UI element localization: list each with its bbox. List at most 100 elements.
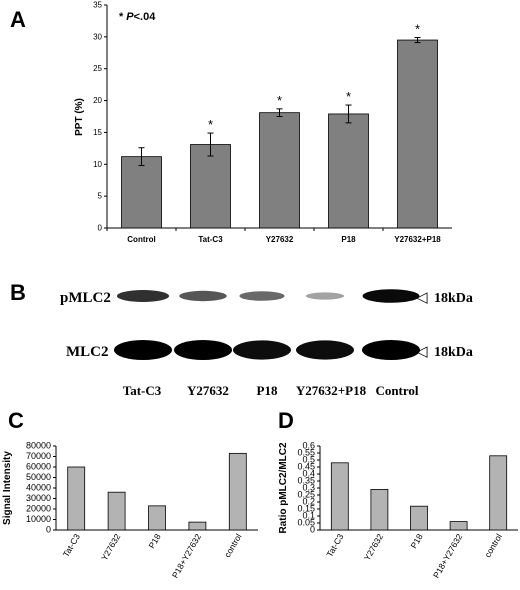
bar — [188, 521, 207, 531]
chart-a-annotation: * P<.04 — [119, 11, 156, 23]
y-tick-label: 0.6 — [302, 441, 315, 451]
blot-band-mlc2 — [362, 340, 420, 360]
blot-band-pmlc2 — [179, 290, 227, 302]
bar — [121, 156, 162, 229]
x-tick-label: P18+Y27632 — [170, 532, 203, 580]
x-tick-label: P18 — [341, 235, 356, 244]
chart-a-annotation-p: P — [126, 11, 134, 23]
y-tick-label: 0 — [98, 224, 103, 233]
x-tick-label: control — [222, 532, 243, 559]
y-tick-label: 10000 — [26, 514, 51, 524]
chart-a-annotation-rest: <.04 — [134, 11, 157, 23]
y-tick-label: 30 — [93, 32, 102, 41]
blot-row-label-pmlc2: pMLC2 — [60, 290, 111, 306]
panel-label-d: D — [278, 408, 294, 433]
y-tick-label: 15 — [93, 128, 102, 137]
bar — [410, 505, 428, 531]
y-tick-label: 0 — [46, 525, 51, 535]
bar — [259, 112, 300, 229]
blot-band-mlc2 — [296, 340, 354, 360]
x-tick-label: Y27632 — [266, 235, 294, 244]
x-tick-label: Y27632 — [362, 532, 385, 563]
marker-arrow-icon: ◁ — [416, 343, 428, 360]
blot-row-label-mlc2: MLC2 — [66, 344, 109, 360]
bar — [397, 39, 438, 229]
x-tick-label: Control — [127, 235, 155, 244]
y-tick-label: 70000 — [26, 451, 51, 461]
chart-c-signal-intensity: Signal Intensity 01000020000300004000050… — [2, 441, 258, 580]
blot-band-pmlc2 — [116, 290, 170, 302]
y-tick-label: 20000 — [26, 504, 51, 514]
x-tick-label: Y27632 — [99, 532, 122, 563]
bar — [228, 452, 247, 531]
x-tick-label: Y27632+P18 — [394, 235, 441, 244]
chart-a-ppt: * P<.04 PPT (%) 05101520253035Control*Tat… — [74, 1, 452, 244]
marker-arrow-icon: ◁ — [416, 289, 428, 306]
blot-band-pmlc2 — [239, 291, 285, 301]
blot-lane-label: Control — [375, 383, 418, 398]
bar — [449, 521, 468, 531]
x-tick-label: Tat-C3 — [198, 235, 223, 244]
blot-marker-1: 18kDa — [434, 291, 473, 306]
blot-band-mlc2 — [233, 340, 291, 360]
significance-marker: * — [277, 93, 282, 108]
y-tick-label: 80000 — [26, 441, 51, 451]
y-tick-label: 5 — [98, 192, 103, 201]
bar — [67, 466, 86, 531]
y-tick-label: 10 — [93, 160, 102, 169]
blot-band-pmlc2 — [305, 292, 345, 300]
y-tick-label: 0.5 — [302, 455, 315, 465]
y-tick-label: 0.2 — [302, 497, 315, 507]
y-tick-label: 0.15 — [297, 504, 315, 514]
y-tick-label: 0 — [310, 525, 315, 535]
blot-lane-label: Y27632 — [187, 383, 229, 398]
x-tick-label: P18 — [409, 532, 425, 550]
y-tick-label: 0.05 — [297, 518, 315, 528]
x-tick-label: Tat-C3 — [324, 532, 345, 559]
y-tick-label: 0.45 — [297, 462, 315, 472]
x-tick-label: Tat-C3 — [61, 532, 82, 559]
y-tick-label: 35 — [93, 1, 102, 10]
bar — [190, 144, 231, 229]
chart-c-y-axis-label: Signal Intensity — [2, 451, 13, 525]
y-tick-label: 0.1 — [302, 511, 315, 521]
significance-marker: * — [415, 21, 420, 36]
y-tick-label: 0.3 — [302, 483, 315, 493]
bar — [328, 113, 369, 229]
y-tick-label: 60000 — [26, 462, 51, 472]
significance-marker: * — [208, 117, 213, 132]
bar — [330, 462, 349, 531]
blot-lane-label: P18 — [257, 383, 278, 398]
x-tick-label: P18 — [147, 532, 163, 550]
y-tick-label: 40000 — [26, 483, 51, 493]
y-tick-label: 20 — [93, 96, 102, 105]
panel-label-b: B — [10, 280, 26, 305]
y-tick-label: 0.35 — [297, 476, 315, 486]
bar — [107, 491, 126, 531]
y-tick-label: 25 — [93, 64, 102, 73]
chart-d-ratio: Ratio pMLC2/MLC2 00.050.10.150.20.250.30… — [278, 441, 518, 580]
y-tick-label: 0.4 — [302, 469, 315, 479]
bar — [489, 455, 508, 531]
bar — [370, 488, 389, 531]
blot-lane-label: Y27632+P18 — [296, 383, 367, 398]
chart-a-annotation-star: * — [119, 11, 124, 23]
blot-marker-2: 18kDa — [434, 345, 473, 360]
panel-label-a: A — [10, 7, 26, 32]
blot-band-mlc2 — [114, 340, 172, 360]
y-tick-label: 0.25 — [297, 490, 315, 500]
y-tick-label: 30000 — [26, 493, 51, 503]
western-blot: pMLC2 MLC2 ◁ 18kDa ◁ 18kDa Tat-C3 Y27632 P… — [60, 289, 473, 398]
chart-a-y-axis-label: PPT (%) — [74, 98, 85, 136]
chart-d-y-axis-label: Ratio pMLC2/MLC2 — [278, 442, 289, 534]
blot-band-mlc2 — [174, 340, 232, 360]
x-tick-label: control — [483, 532, 504, 559]
panel-label-c: C — [8, 408, 24, 433]
bar — [148, 505, 166, 531]
y-tick-label: 0.55 — [297, 448, 315, 458]
blot-band-pmlc2 — [362, 289, 420, 303]
x-tick-label: P18+Y27632 — [431, 532, 464, 580]
significance-marker: * — [346, 89, 351, 104]
y-tick-label: 50000 — [26, 472, 51, 482]
